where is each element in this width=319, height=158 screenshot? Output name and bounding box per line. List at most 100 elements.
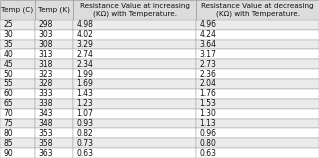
- Text: 298: 298: [38, 20, 53, 29]
- Bar: [196, 79, 319, 89]
- Text: Resistance Value at decreasing
(KΩ) with Temperature.: Resistance Value at decreasing (KΩ) with…: [201, 3, 314, 17]
- Bar: [35, 118, 73, 128]
- Text: 333: 333: [38, 89, 53, 98]
- Bar: [35, 109, 73, 118]
- Bar: [35, 69, 73, 79]
- Text: 2.73: 2.73: [199, 60, 216, 69]
- Text: 1.53: 1.53: [199, 99, 216, 108]
- Text: 0.96: 0.96: [199, 129, 216, 138]
- Bar: [0, 0, 35, 20]
- Text: 313: 313: [38, 50, 53, 59]
- Text: 3.64: 3.64: [199, 40, 216, 49]
- Bar: [196, 59, 319, 69]
- Text: 348: 348: [38, 119, 53, 128]
- Bar: [73, 148, 196, 158]
- Bar: [73, 40, 196, 49]
- Bar: [0, 79, 35, 89]
- Text: 2.74: 2.74: [77, 50, 93, 59]
- Bar: [0, 30, 35, 40]
- Text: 353: 353: [38, 129, 53, 138]
- Bar: [35, 59, 73, 69]
- Bar: [35, 89, 73, 99]
- Bar: [0, 148, 35, 158]
- Text: 60: 60: [3, 89, 13, 98]
- Text: 25: 25: [3, 20, 13, 29]
- Bar: [35, 79, 73, 89]
- Text: 363: 363: [38, 149, 53, 158]
- Bar: [196, 118, 319, 128]
- Bar: [73, 118, 196, 128]
- Bar: [196, 20, 319, 30]
- Text: 65: 65: [3, 99, 13, 108]
- Text: 0.63: 0.63: [77, 149, 93, 158]
- Text: 2.04: 2.04: [199, 79, 216, 88]
- Text: 2.36: 2.36: [199, 70, 216, 79]
- Text: 338: 338: [38, 99, 53, 108]
- Text: 4.98: 4.98: [77, 20, 93, 29]
- Bar: [0, 118, 35, 128]
- Bar: [35, 138, 73, 148]
- Text: 1.99: 1.99: [77, 70, 93, 79]
- Bar: [0, 99, 35, 109]
- Text: 1.43: 1.43: [77, 89, 93, 98]
- Text: 85: 85: [3, 139, 13, 148]
- Text: 303: 303: [38, 30, 53, 39]
- Text: 30: 30: [3, 30, 13, 39]
- Text: 343: 343: [38, 109, 53, 118]
- Bar: [73, 59, 196, 69]
- Text: 0.63: 0.63: [199, 149, 216, 158]
- Bar: [35, 148, 73, 158]
- Text: 1.13: 1.13: [199, 119, 216, 128]
- Bar: [0, 69, 35, 79]
- Bar: [35, 20, 73, 30]
- Text: 1.69: 1.69: [77, 79, 93, 88]
- Bar: [196, 138, 319, 148]
- Bar: [196, 89, 319, 99]
- Text: 55: 55: [3, 79, 13, 88]
- Bar: [35, 49, 73, 59]
- Bar: [0, 49, 35, 59]
- Bar: [196, 99, 319, 109]
- Text: 1.30: 1.30: [199, 109, 216, 118]
- Bar: [73, 128, 196, 138]
- Bar: [196, 40, 319, 49]
- Text: 3.17: 3.17: [199, 50, 216, 59]
- Bar: [0, 59, 35, 69]
- Bar: [0, 138, 35, 148]
- Text: 0.73: 0.73: [77, 139, 93, 148]
- Bar: [73, 79, 196, 89]
- Text: 3.29: 3.29: [77, 40, 93, 49]
- Bar: [196, 30, 319, 40]
- Text: 50: 50: [3, 70, 13, 79]
- Text: 0.80: 0.80: [199, 139, 216, 148]
- Bar: [0, 20, 35, 30]
- Text: 318: 318: [38, 60, 53, 69]
- Text: 308: 308: [38, 40, 53, 49]
- Bar: [73, 138, 196, 148]
- Text: 323: 323: [38, 70, 53, 79]
- Bar: [0, 109, 35, 118]
- Bar: [73, 109, 196, 118]
- Bar: [196, 148, 319, 158]
- Text: 90: 90: [3, 149, 13, 158]
- Bar: [35, 30, 73, 40]
- Text: Temp (K): Temp (K): [38, 7, 70, 13]
- Bar: [35, 99, 73, 109]
- Bar: [0, 40, 35, 49]
- Bar: [196, 128, 319, 138]
- Bar: [35, 128, 73, 138]
- Bar: [196, 109, 319, 118]
- Bar: [73, 30, 196, 40]
- Text: 35: 35: [3, 40, 13, 49]
- Bar: [73, 69, 196, 79]
- Text: Resistance Value at increasing
(KΩ) with Temperature.: Resistance Value at increasing (KΩ) with…: [80, 3, 190, 17]
- Text: 358: 358: [38, 139, 53, 148]
- Bar: [0, 128, 35, 138]
- Text: 40: 40: [3, 50, 13, 59]
- Bar: [196, 69, 319, 79]
- Text: 4.24: 4.24: [199, 30, 216, 39]
- Bar: [35, 0, 73, 20]
- Text: 1.23: 1.23: [77, 99, 93, 108]
- Text: 0.93: 0.93: [77, 119, 93, 128]
- Text: Temp (C): Temp (C): [2, 7, 33, 13]
